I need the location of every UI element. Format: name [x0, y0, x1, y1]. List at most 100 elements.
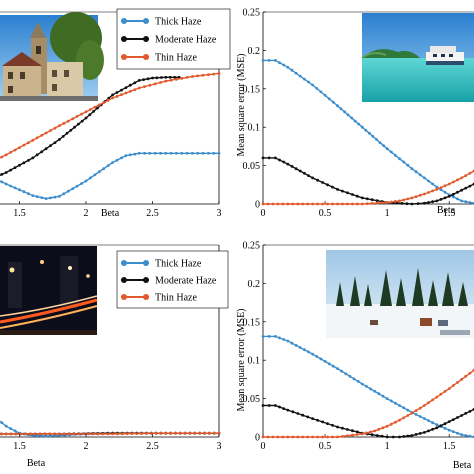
- panel-1-series: [0, 72, 221, 201]
- data-point-thin-haze: [169, 431, 173, 435]
- data-point-thin-haze: [22, 143, 26, 147]
- data-point-thin-haze: [169, 78, 173, 82]
- data-point-thin-haze: [435, 395, 439, 399]
- data-point-thin-haze: [447, 182, 451, 186]
- data-point-moderate-haze: [414, 433, 418, 436]
- panel-4-x-label: Beta: [453, 460, 472, 471]
- data-point-thick-haze: [278, 61, 281, 65]
- y-tick-label: 0.25: [243, 241, 261, 252]
- x-tick-label: 0: [261, 208, 266, 219]
- data-point-thick-haze: [40, 196, 44, 200]
- data-point-thick-haze: [201, 151, 205, 155]
- data-point-thin-haze: [468, 171, 472, 175]
- data-point-moderate-haze: [128, 83, 132, 87]
- data-point-thick-haze: [133, 152, 137, 156]
- data-point-thick-haze: [31, 194, 35, 198]
- y-tick-label: 0.15: [243, 84, 261, 95]
- data-point-thin-haze: [40, 134, 44, 137]
- data-point-thick-haze: [124, 154, 128, 158]
- data-point-thin-haze: [212, 431, 216, 435]
- data-point-thin-haze: [111, 432, 114, 436]
- x-tick-label: 0.5: [319, 441, 332, 452]
- data-point-moderate-haze: [286, 408, 290, 412]
- data-point-thin-haze: [336, 202, 339, 206]
- data-point-thin-haze: [281, 435, 285, 439]
- data-point-thick-haze: [360, 382, 364, 386]
- data-point-moderate-haze: [92, 110, 95, 113]
- data-point-thin-haze: [468, 371, 472, 375]
- data-point-thick-haze: [398, 157, 401, 161]
- data-point-moderate-haze: [77, 122, 80, 126]
- night-street-lights-photo: [0, 246, 98, 335]
- data-point-thick-haze: [464, 200, 468, 204]
- x-tick-label: 0.5: [319, 208, 332, 219]
- data-point-thin-haze: [106, 432, 110, 436]
- data-point-thick-haze: [451, 195, 455, 199]
- data-point-thin-haze: [115, 95, 119, 98]
- data-point-thick-haze: [389, 399, 393, 403]
- data-point-thick-haze: [410, 167, 414, 171]
- data-point-thin-haze: [44, 131, 48, 135]
- data-point-thick-haze: [290, 341, 294, 345]
- data-point-moderate-haze: [380, 434, 384, 438]
- data-point-thin-haze: [394, 420, 397, 424]
- y-tick-label: 0.15: [243, 317, 261, 328]
- data-point-thick-haze: [282, 63, 286, 67]
- data-point-thick-haze: [261, 59, 265, 62]
- data-point-moderate-haze: [261, 404, 265, 407]
- data-point-thin-haze: [18, 146, 21, 150]
- data-point-thin-haze: [89, 108, 92, 111]
- data-point-thick-haze: [365, 385, 368, 388]
- data-point-thick-haze: [378, 141, 382, 145]
- data-point-thick-haze: [344, 372, 348, 376]
- data-point-moderate-haze: [124, 86, 128, 89]
- data-point-thin-haze: [406, 197, 410, 201]
- y-tick-label: 0.2: [248, 279, 261, 290]
- data-point-thick-haze: [402, 406, 406, 410]
- data-point-moderate-haze: [274, 404, 277, 407]
- panel-3-legend: Thick Haze Moderate Haze Thin Haze: [116, 250, 229, 309]
- data-point-thin-haze: [316, 435, 319, 439]
- panel-1-x-ticks: 1.5 2 2.5 3: [13, 201, 222, 219]
- data-point-thin-haze: [326, 435, 329, 439]
- data-point-thin-haze: [58, 124, 61, 128]
- data-point-thin-haze: [281, 202, 285, 206]
- tropical-sea-boat-photo: [361, 13, 474, 102]
- data-point-thin-haze: [135, 432, 139, 435]
- data-point-thin-haze: [427, 401, 430, 405]
- data-point-thin-haze: [346, 202, 349, 206]
- data-point-moderate-haze: [406, 434, 410, 438]
- data-point-thin-haze: [266, 435, 270, 439]
- y-tick-label: 0.05: [243, 394, 261, 405]
- data-point-moderate-haze: [18, 163, 21, 167]
- data-point-thin-haze: [418, 193, 422, 197]
- data-point-moderate-haze: [316, 418, 319, 422]
- data-point-thin-haze: [29, 432, 32, 436]
- data-point-thick-haze: [212, 151, 216, 155]
- x-tick-label: 3: [217, 208, 222, 219]
- panel-1-legend: Thick Haze Moderate Haze Thin Haze: [116, 8, 231, 70]
- data-point-thin-haze: [0, 155, 4, 159]
- data-point-thick-haze: [406, 408, 410, 412]
- legend-label-thick-haze: Thick Haze: [155, 17, 202, 28]
- data-point-thick-haze: [267, 335, 271, 338]
- data-point-thick-haze: [319, 90, 323, 94]
- data-point-thick-haze: [0, 421, 4, 425]
- data-point-moderate-haze: [31, 156, 35, 160]
- data-point-moderate-haze: [435, 426, 439, 430]
- panel-3-x-ticks: 1.5 2 2.5 3: [13, 434, 222, 452]
- data-point-thick-haze: [323, 360, 327, 363]
- panel-1-x-label: Beta: [101, 208, 120, 219]
- data-point-thick-haze: [153, 151, 157, 155]
- data-point-thin-haze: [326, 202, 329, 206]
- data-point-moderate-haze: [137, 79, 141, 82]
- data-point-thin-haze: [381, 426, 385, 430]
- data-point-moderate-haze: [326, 422, 329, 425]
- data-point-thick-haze: [382, 144, 385, 148]
- panel-3-series: [0, 420, 221, 438]
- y-tick-label: 0.2: [248, 46, 261, 57]
- data-point-thick-haze: [398, 404, 401, 407]
- data-point-moderate-haze: [341, 189, 344, 193]
- data-point-thick-haze: [343, 110, 346, 114]
- data-point-thin-haze: [120, 432, 124, 436]
